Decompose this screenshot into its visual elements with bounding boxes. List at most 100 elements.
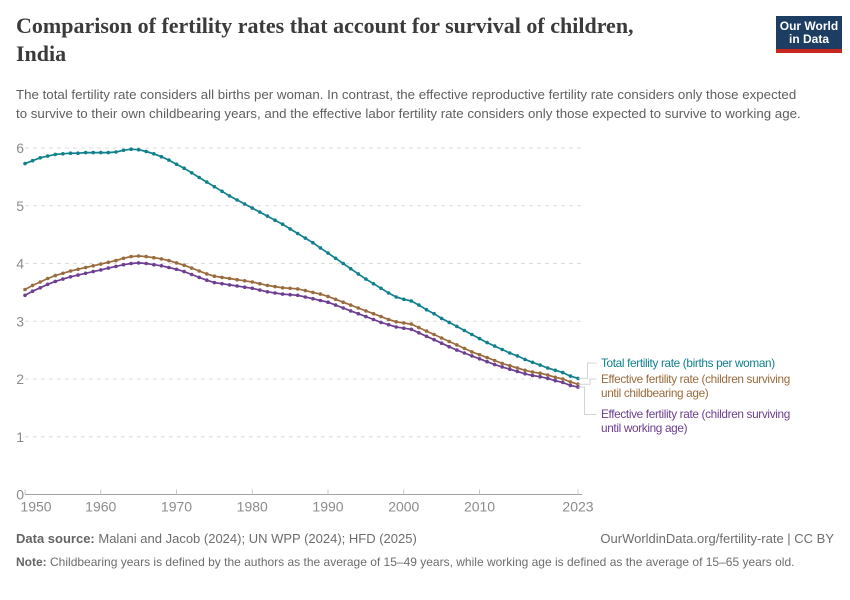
data-point [38,156,42,160]
data-point [182,263,186,268]
data-point [553,378,558,383]
data-point [523,368,527,373]
data-point [553,375,558,380]
data-point [409,322,414,326]
data-point [23,287,27,292]
legend-item-effective-childbearing[interactable]: Effective fertility rate (children survi… [601,372,849,401]
y-tick-label-0: 0 [16,487,24,503]
footer-note-row: Note: Childbearing years is defined by t… [16,554,816,571]
data-point [492,358,497,363]
data-point [129,147,133,151]
data-point [303,295,308,299]
data-point [432,337,436,342]
data-point [30,158,35,163]
data-point [235,284,239,288]
data-point [508,367,512,372]
data-point [242,285,247,290]
data-point [258,281,262,286]
note-label: Note: [16,555,47,569]
data-point [197,175,201,180]
data-point [295,231,300,236]
data-point [515,354,520,358]
data-point [508,351,512,355]
data-point [500,365,505,369]
data-point [30,289,35,294]
data-point [311,240,315,245]
data-point [417,325,421,330]
legend-label-line: until working age) [601,421,688,435]
data-point [318,298,323,303]
series-1[interactable] [23,254,580,387]
data-point [152,255,156,260]
owid-logo-text-line2: in Data [788,31,829,46]
x-tick-label-2010: 2010 [464,499,495,515]
data-point [379,320,383,325]
data-point [212,184,217,189]
series-2[interactable] [23,261,580,389]
series-0[interactable] [23,147,580,381]
legend-item-total-fertility[interactable]: Total fertility rate (births per woman) [601,356,849,371]
data-point [38,286,42,290]
data-point [515,369,520,374]
data-point [545,366,550,370]
data-point [23,161,27,166]
data-point [492,344,497,348]
data-point [83,150,88,155]
data-point [326,300,330,305]
y-axis: 0 1 2 3 4 5 6 [16,140,582,503]
legend-item-effective-working[interactable]: Effective fertility rate (children survi… [601,407,849,436]
data-point [68,151,73,155]
data-point [455,348,459,352]
data-point [220,281,224,286]
y-tick-label-6: 6 [16,140,24,156]
data-point [174,267,179,272]
data-point [250,286,255,291]
data-point [235,277,239,282]
data-point [303,288,308,293]
data-point [129,254,133,259]
data-point [265,290,270,294]
data-point [280,292,285,296]
data-point [68,275,73,279]
data-point [91,264,95,268]
data-point [129,261,133,266]
data-point [106,260,111,265]
data-point [45,154,50,158]
data-point [523,357,527,362]
data-point [379,314,383,319]
data-point [348,266,353,271]
data-point [227,194,232,198]
data-point [394,295,399,299]
data-point [417,331,421,335]
data-point [568,380,573,384]
data-point [273,284,277,289]
owid-logo[interactable]: Our World in Data [776,16,842,53]
data-point [91,150,95,155]
data-point [341,306,346,310]
attribution-link[interactable]: OurWorldinData.org/fertility-rate | CC B… [600,531,834,546]
data-point [167,158,171,162]
data-point [136,254,141,258]
data-point [379,286,383,291]
data-point [189,266,194,270]
data-point [477,336,482,341]
data-point [447,344,452,349]
data-point [53,152,58,157]
data-source-label: Data source: [16,531,95,546]
data-point [45,282,50,287]
data-point [447,339,452,344]
x-tick-label-1950: 1950 [20,499,51,515]
data-point [280,222,285,226]
data-point [280,286,285,290]
data-point [205,278,209,283]
data-point [250,280,255,284]
data-point [61,271,65,276]
data-point [121,256,126,261]
data-point [500,347,505,352]
data-point [371,281,376,286]
data-point [561,377,565,381]
data-point [545,376,550,381]
x-tick-label-2023: 2023 [562,499,593,515]
data-point [402,326,406,331]
